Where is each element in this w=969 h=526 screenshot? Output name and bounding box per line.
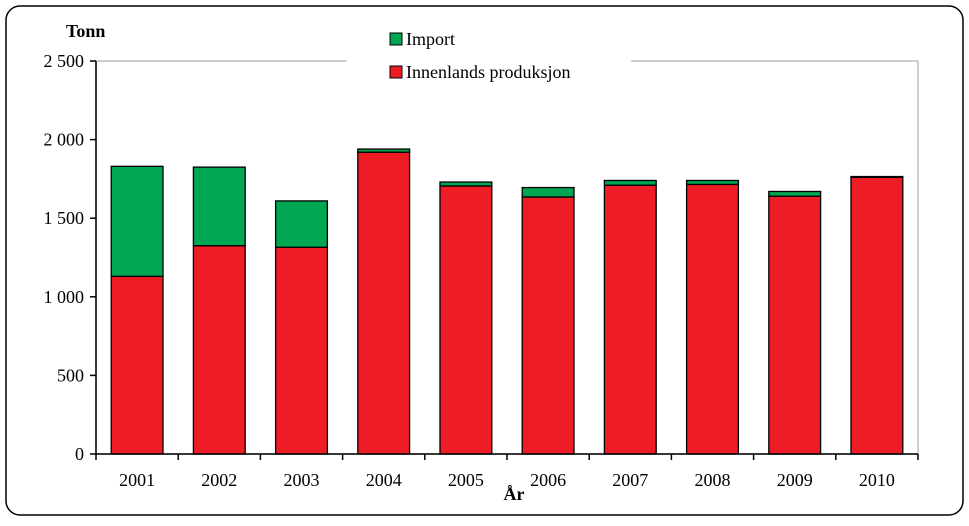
x-tick-label: 2001 xyxy=(119,470,155,490)
x-tick-label: 2006 xyxy=(530,470,566,490)
x-tick-label: 2005 xyxy=(448,470,484,490)
bar-innenlands-2010 xyxy=(850,176,904,455)
x-axis-ticks: 2001 2002 2003 2004 2005 2006 2007 2008 2009 2010 xyxy=(95,454,919,490)
bar-import-2009 xyxy=(768,190,822,197)
bar-import-2003 xyxy=(274,200,329,248)
y-axis-ticks: 0 500 1 000 1 500 2 000 2 500 xyxy=(44,51,96,464)
x-tick-label: 2003 xyxy=(284,470,320,490)
bar-innenlands-2005 xyxy=(439,185,493,455)
bar-import-2008 xyxy=(685,179,740,186)
bar-import-2004 xyxy=(357,148,411,153)
x-tick-label: 2009 xyxy=(777,470,813,490)
bar-innenlands-2004 xyxy=(357,151,411,455)
y-tick-label: 1 500 xyxy=(44,208,85,228)
bar-import-2002 xyxy=(192,166,246,247)
bar-innenlands-2006 xyxy=(521,196,575,455)
bar-import-2006 xyxy=(521,186,575,198)
legend: Import Innenlands produksjon xyxy=(347,25,631,95)
bar-innenlands-2001 xyxy=(110,275,164,455)
bars-group xyxy=(110,148,904,455)
y-tick-label: 0 xyxy=(75,444,84,464)
legend-swatch-innenlands xyxy=(389,65,403,79)
x-axis-title: År xyxy=(504,484,525,504)
bar-innenlands-2009 xyxy=(768,195,822,455)
bar-import-2001 xyxy=(110,165,164,278)
x-tick-label: 2002 xyxy=(201,470,237,490)
bar-innenlands-2007 xyxy=(603,184,657,455)
bar-innenlands-2003 xyxy=(274,246,329,455)
x-tick-label: 2007 xyxy=(612,470,648,490)
bar-import-2010 xyxy=(850,175,904,178)
y-tick-label: 2 000 xyxy=(44,130,85,150)
y-tick-label: 1 000 xyxy=(44,287,85,307)
x-tick-label: 2004 xyxy=(366,470,402,490)
y-axis-title: Tonn xyxy=(66,21,105,41)
bar-innenlands-2002 xyxy=(192,245,246,455)
legend-label-innenlands: Innenlands produksjon xyxy=(406,62,570,82)
legend-label-import: Import xyxy=(406,29,455,49)
bar-import-2005 xyxy=(439,181,493,187)
x-tick-label: 2008 xyxy=(695,470,731,490)
bar-innenlands-2008 xyxy=(685,183,740,455)
y-tick-label: 2 500 xyxy=(44,51,85,71)
bar-import-2007 xyxy=(603,179,657,186)
legend-swatch-import xyxy=(389,32,403,46)
x-tick-label: 2010 xyxy=(859,470,895,490)
y-tick-label: 500 xyxy=(57,365,84,385)
